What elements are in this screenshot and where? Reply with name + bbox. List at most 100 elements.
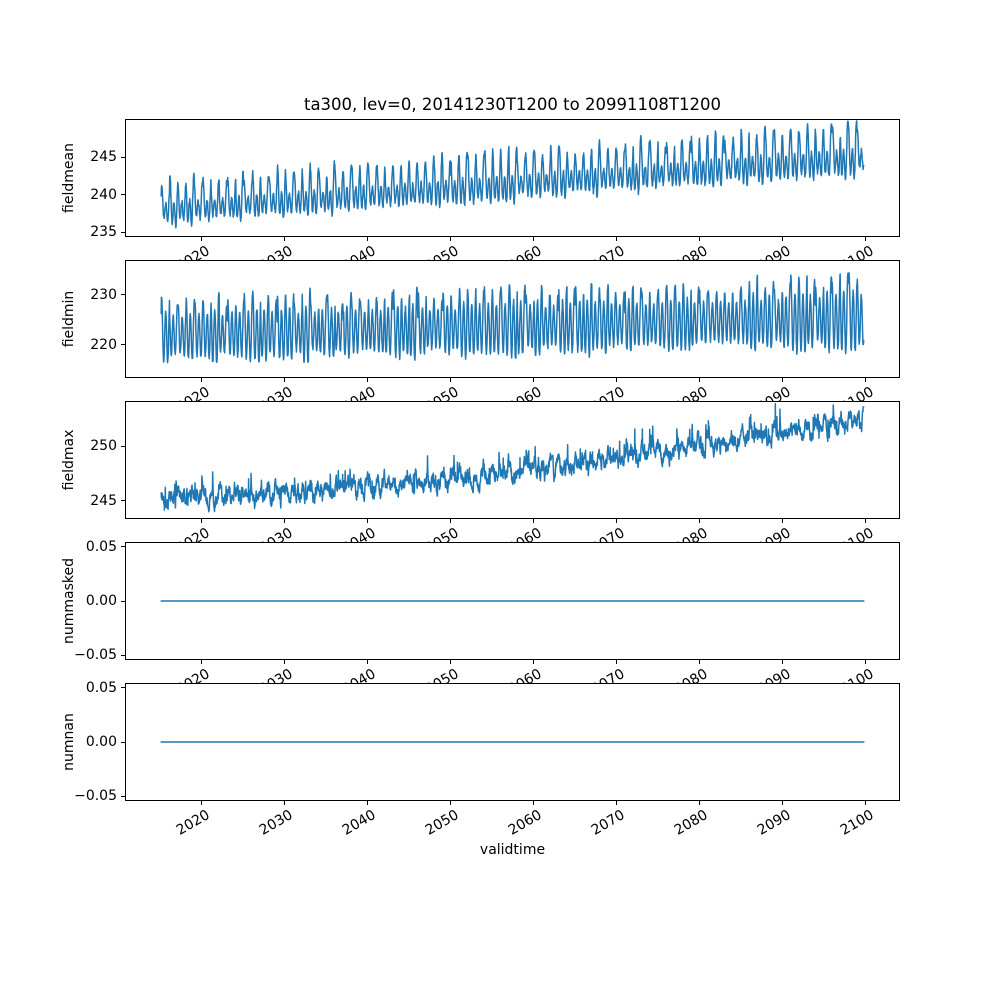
x-tick-label: 2050	[422, 807, 462, 839]
y-tick-mark	[121, 741, 125, 743]
x-tick-mark	[284, 801, 286, 805]
x-tick-label: 2090	[755, 807, 794, 839]
x-tick-mark	[201, 660, 203, 664]
axes-box-fieldmean	[125, 119, 900, 237]
x-tick-mark	[367, 801, 369, 805]
axes-box-numnan	[125, 683, 900, 801]
y-tick-mark	[121, 194, 125, 196]
x-tick-mark	[533, 801, 535, 805]
x-tick-mark	[367, 519, 369, 523]
x-tick-mark	[367, 660, 369, 664]
x-tick-mark	[201, 237, 203, 241]
x-tick-mark	[616, 660, 618, 664]
y-tick-mark	[121, 795, 125, 797]
x-tick-mark	[782, 378, 784, 382]
y-tick-label: 235	[90, 224, 117, 241]
x-tick-mark	[284, 660, 286, 664]
x-tick-mark	[533, 237, 535, 241]
x-tick-mark	[699, 660, 701, 664]
x-tick-mark	[616, 801, 618, 805]
series-line-fieldmax	[160, 402, 865, 513]
x-tick-mark	[616, 237, 618, 241]
x-tick-label: 2030	[256, 807, 296, 839]
y-tick-mark	[121, 500, 125, 502]
line-series-nummasked	[160, 600, 865, 602]
x-tick-mark	[450, 519, 452, 523]
x-tick-mark	[865, 660, 867, 664]
x-tick-mark	[782, 660, 784, 664]
y-tick-label: 245	[90, 492, 117, 509]
x-tick-mark	[616, 378, 618, 382]
y-tick-label: 0.05	[85, 538, 117, 555]
x-tick-mark	[865, 519, 867, 523]
y-tick-mark	[121, 600, 125, 602]
y-tick-mark	[121, 687, 125, 689]
axes-box-nummasked	[125, 542, 900, 660]
y-tick-mark	[121, 231, 125, 233]
x-tick-mark	[865, 237, 867, 241]
series-line-fieldmean	[160, 120, 865, 229]
plot-title: ta300, lev=0, 20141230T1200 to 20991108T…	[303, 95, 722, 114]
y-tick-label: 250	[90, 438, 117, 455]
x-tick-label: 2080	[672, 807, 711, 839]
x-tick-mark	[533, 378, 535, 382]
x-tick-mark	[450, 660, 452, 664]
y-tick-label: 220	[90, 336, 117, 353]
x-tick-mark	[865, 378, 867, 382]
xlabel-validtime: validtime	[479, 842, 546, 858]
x-tick-mark	[284, 237, 286, 241]
y-tick-label: −0.05	[74, 647, 117, 664]
x-tick-mark	[367, 237, 369, 241]
x-tick-mark	[367, 378, 369, 382]
x-tick-label: 2100	[838, 807, 877, 839]
y-tick-mark	[121, 654, 125, 656]
y-tick-label: 240	[90, 186, 117, 203]
y-tick-mark	[121, 156, 125, 158]
x-tick-mark	[450, 801, 452, 805]
x-tick-mark	[699, 378, 701, 382]
y-tick-label: 0.05	[85, 679, 117, 696]
y-tick-label: 0.00	[85, 734, 117, 750]
y-tick-mark	[121, 344, 125, 346]
line-series-numnan	[160, 741, 865, 743]
x-tick-mark	[699, 237, 701, 241]
x-tick-mark	[616, 519, 618, 523]
x-tick-mark	[782, 519, 784, 523]
y-tick-label: 245	[90, 149, 117, 166]
x-tick-label: 2070	[589, 807, 628, 839]
y-tick-label: 0.00	[85, 593, 117, 609]
x-tick-mark	[450, 237, 452, 241]
y-tick-label: 230	[90, 286, 117, 303]
ylabel-numnan: numnan	[61, 713, 77, 771]
x-tick-mark	[201, 801, 203, 805]
x-tick-label: 2060	[506, 807, 545, 839]
x-tick-label: 2040	[339, 807, 379, 839]
y-tick-mark	[121, 546, 125, 548]
x-tick-mark	[699, 801, 701, 805]
x-tick-mark	[782, 237, 784, 241]
line-series-fieldmax	[160, 402, 865, 513]
axes-box-fieldmin	[125, 260, 900, 378]
x-tick-mark	[782, 801, 784, 805]
y-tick-mark	[121, 445, 125, 447]
x-tick-mark	[450, 378, 452, 382]
line-series-fieldmin	[160, 272, 865, 364]
line-series-fieldmean	[160, 120, 865, 229]
x-tick-mark	[533, 660, 535, 664]
axes-box-fieldmax	[125, 401, 900, 519]
x-tick-mark	[284, 519, 286, 523]
x-tick-mark	[699, 519, 701, 523]
series-line-fieldmin	[160, 272, 865, 364]
x-tick-label: 2020	[173, 807, 213, 839]
x-tick-mark	[533, 519, 535, 523]
x-tick-mark	[201, 519, 203, 523]
x-tick-mark	[865, 801, 867, 805]
y-tick-mark	[121, 294, 125, 296]
x-tick-mark	[201, 378, 203, 382]
